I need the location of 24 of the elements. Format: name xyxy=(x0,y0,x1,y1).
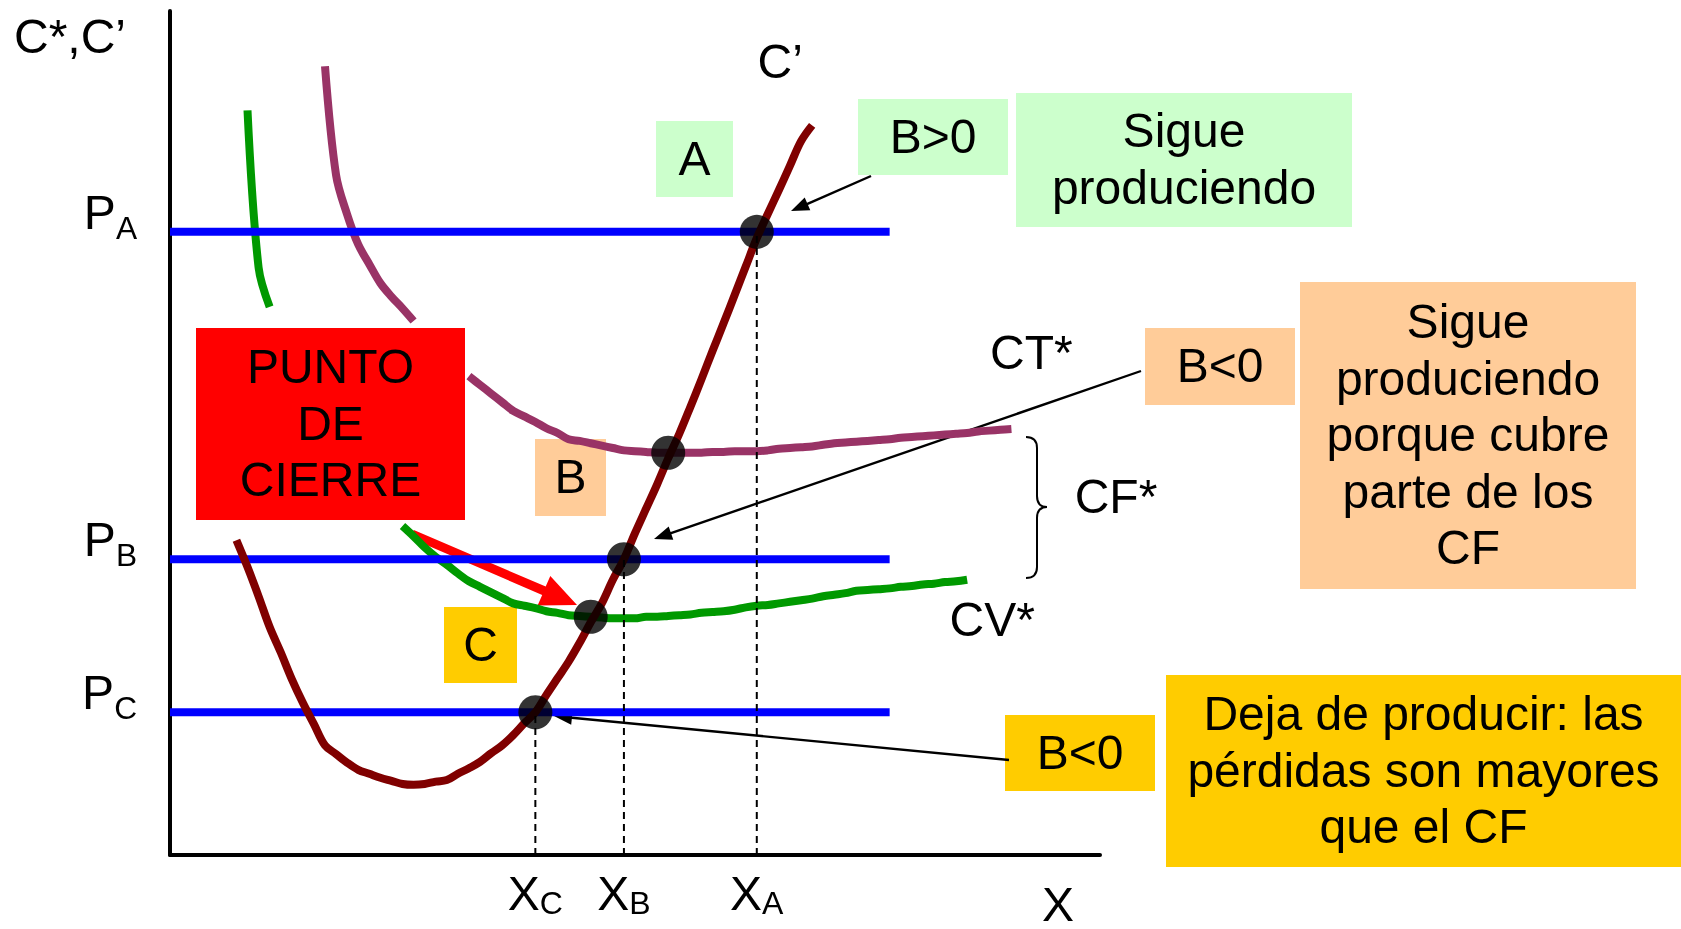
series-label: C’ xyxy=(757,35,803,89)
y-axis-title: C*,C’ xyxy=(14,10,127,63)
annotation: B<0 xyxy=(1005,715,1155,791)
series-label: P$_{B}$ xyxy=(83,513,137,574)
series-label: P$_{C}$ xyxy=(82,666,137,727)
point xyxy=(606,542,641,577)
text: Sigue produciendo porque cubre parte de los CF xyxy=(1300,282,1636,589)
text: Deja de producir: las pérdidas son mayores que el CF xyxy=(1166,675,1681,867)
x-axis-title: X xyxy=(1042,878,1075,929)
annotation: A xyxy=(656,121,733,197)
annotation: B xyxy=(535,439,606,516)
annotation: C xyxy=(444,607,517,683)
series-label: CT* xyxy=(990,326,1073,380)
annotation: Sigue produciendo xyxy=(1016,93,1352,227)
series-label: P$_{A}$ xyxy=(83,185,137,246)
annotation: B>0 xyxy=(858,99,1008,175)
text: B<0 xyxy=(1145,328,1295,405)
point xyxy=(739,214,774,249)
series-label: CV* xyxy=(949,592,1035,646)
point xyxy=(518,695,553,730)
point xyxy=(573,599,608,634)
point xyxy=(651,435,686,470)
annotation: PUNTO DE CIERRE xyxy=(196,328,465,520)
annotation: CF* xyxy=(1073,469,1159,523)
